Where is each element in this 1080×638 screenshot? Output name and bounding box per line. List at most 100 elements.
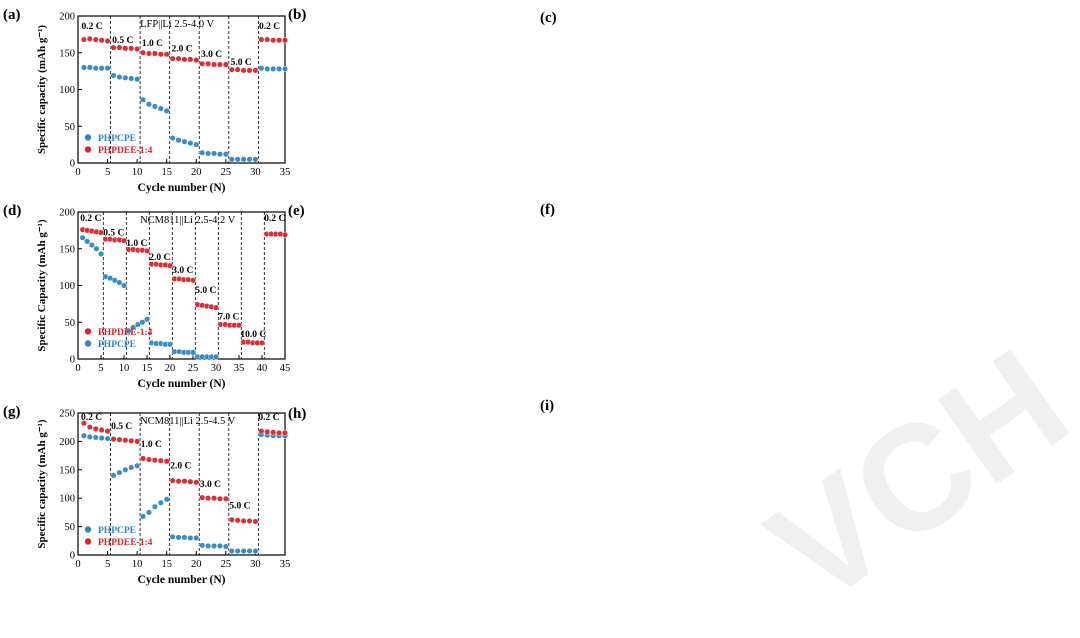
data-point [98, 65, 105, 72]
x-tick-label: 10 [132, 167, 143, 178]
data-point [145, 509, 153, 516]
data-point [92, 65, 99, 72]
annotation: 0.5 C [111, 422, 132, 432]
panel-label: (e) [288, 203, 305, 219]
data-point [98, 426, 105, 434]
data-point [187, 56, 194, 63]
data-point [228, 547, 235, 555]
x-tick-label: 25 [221, 167, 232, 178]
data-point [104, 428, 111, 435]
data-point [145, 50, 153, 57]
data-point [116, 469, 123, 476]
data-point [281, 37, 289, 44]
y-tick-label: 150 [59, 465, 75, 476]
panel-h: (h)0501001502002503002.42.73.03.33.63.94… [286, 396, 548, 597]
data-point [276, 65, 283, 72]
data-point [166, 262, 174, 269]
y-tick-label: 50 [65, 318, 76, 329]
chart-title: NCM811||Li 2.5-4.5 V [140, 416, 236, 427]
panel-label: (h) [288, 406, 306, 422]
y-axis-label: Specific capacity (mAh g⁻¹) [36, 25, 48, 155]
data-point [205, 542, 212, 549]
annotation: 0.2 C [82, 22, 103, 32]
data-point [140, 513, 147, 520]
y-tick-label: 150 [59, 48, 75, 59]
data-point [86, 64, 93, 71]
annotation: 0.5 C [112, 36, 133, 46]
chart-f: (f)0100200300400500050100150200250030609… [540, 202, 555, 218]
y-tick-label: 100 [59, 85, 75, 96]
data-point [270, 429, 277, 436]
data-point [222, 495, 229, 502]
x-tick-label: 15 [142, 363, 153, 374]
annotation: 0.2 C [259, 22, 280, 32]
data-point [234, 156, 241, 163]
chart-title: LFP||Li 2.5-4.0 V [140, 19, 214, 30]
data-point [216, 542, 223, 549]
data-point [128, 437, 135, 444]
data-point [228, 156, 235, 163]
data-point [187, 478, 194, 485]
chart-g: (g) 0 5 10 15 20 25 30 35 0 50 100 150 200 250 Cycle nu… [3, 404, 290, 586]
data-point [98, 37, 105, 44]
panel-b: (b)03060901201501802.42.73.03.33.63.94.2… [286, 0, 548, 198]
data-point [134, 462, 141, 469]
panel-i: (i)0306090120150050100150200250030609012… [538, 396, 1080, 597]
panel-label: (c) [540, 10, 557, 26]
data-point [189, 349, 197, 356]
data-point [128, 45, 135, 52]
data-point [240, 517, 247, 524]
data-point [258, 65, 265, 72]
plot-frame [77, 412, 286, 556]
data-point [80, 420, 87, 427]
annotation: 0.5 C [103, 229, 124, 239]
data-point [169, 134, 176, 142]
data-point [97, 229, 105, 236]
y-tick-label: 200 [59, 437, 75, 448]
data-point [79, 234, 86, 241]
data-point [151, 103, 158, 110]
y-tick-label: 250 [59, 409, 75, 420]
panel-label: (b) [288, 7, 306, 23]
data-point [110, 44, 117, 51]
data-point [104, 65, 111, 72]
legend-marker [84, 340, 92, 347]
y-tick-label: 50 [65, 522, 76, 533]
data-point [246, 156, 253, 163]
data-point [210, 150, 218, 157]
data-point [199, 542, 206, 549]
y-tick-label: 0 [70, 355, 75, 366]
data-point [193, 534, 200, 542]
data-point [166, 341, 174, 348]
legend-label: PHPDEE-1:4 [98, 146, 153, 156]
data-point [222, 543, 229, 550]
panel-f: (f)0100200300400500050100150200250030609… [538, 198, 1080, 396]
data-point [281, 65, 289, 72]
data-point [122, 74, 129, 81]
x-tick-label: 30 [211, 363, 222, 374]
data-point [139, 319, 146, 326]
data-point [193, 141, 200, 148]
data-point [86, 433, 93, 440]
data-point [128, 464, 135, 471]
annotation: 0.2 C [80, 214, 101, 224]
legend-marker [84, 328, 92, 335]
legend-marker [84, 538, 92, 545]
data-point [252, 547, 259, 555]
data-point [210, 495, 218, 502]
data-point [120, 237, 128, 244]
data-point [258, 36, 265, 43]
annotation: 5.0 C [231, 58, 252, 68]
x-tick-label: 30 [250, 167, 261, 178]
annotation: 1.0 C [141, 440, 162, 450]
data-point [163, 51, 170, 58]
annotation: 2.0 C [149, 253, 170, 263]
x-tick-label: 35 [234, 363, 245, 374]
data-point [163, 458, 170, 465]
data-point [134, 76, 141, 83]
data-point [175, 137, 182, 144]
data-point [264, 65, 271, 72]
annotation: 3.0 C [201, 50, 222, 60]
data-point [163, 107, 170, 114]
x-tick-label: 30 [250, 559, 261, 570]
